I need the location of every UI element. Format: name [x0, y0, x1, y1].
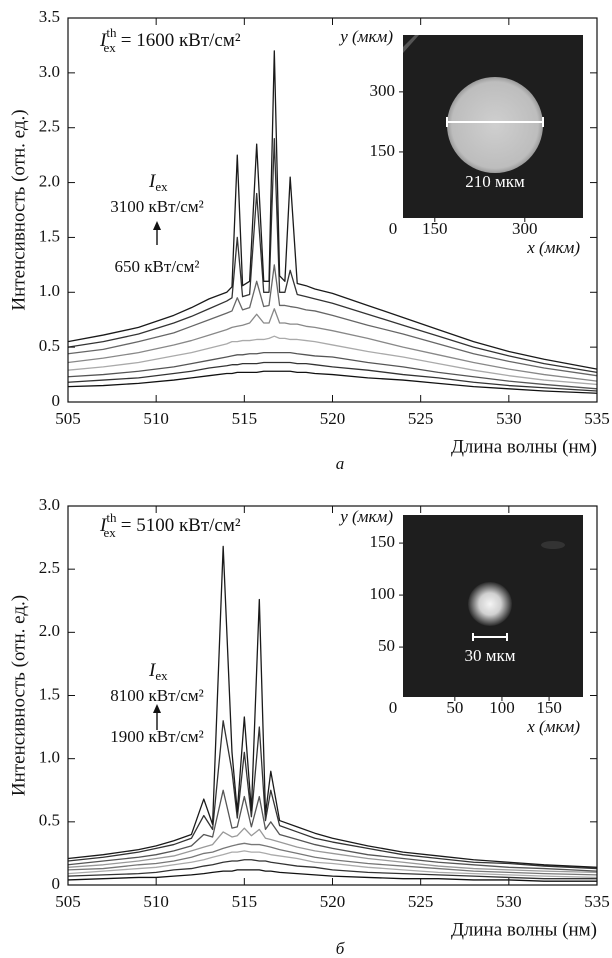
spectrum-line — [67, 859, 597, 880]
symbol: I — [148, 171, 157, 192]
annotation-symbol: Iex — [148, 660, 168, 683]
threshold-text: = 1600 кВт/см² — [121, 30, 241, 51]
panel-label: а — [336, 454, 345, 473]
x-tick-label: 515 — [232, 892, 258, 911]
spot — [447, 77, 543, 173]
subscript: ex — [103, 40, 116, 55]
spectrum-line — [67, 827, 598, 874]
threshold-text: = 5100 кВт/см² — [121, 515, 241, 536]
y-tick-label: 0 — [52, 874, 61, 893]
inset-origin-label: 0 — [389, 219, 398, 238]
x-tick-label: 535 — [584, 409, 610, 428]
inset-y-tick-label: 300 — [370, 81, 396, 100]
spectrum-line — [67, 335, 598, 386]
y-tick-label: 2.5 — [39, 558, 60, 577]
y-tick-label: 1.0 — [39, 748, 60, 767]
inset-y-tick-label: 100 — [370, 584, 396, 603]
y-tick-label: 1.5 — [39, 226, 60, 245]
inset-x-label: x (мкм) — [526, 717, 580, 736]
y-tick-label: 1.0 — [39, 281, 60, 300]
inset-y-label: y (мкм) — [338, 27, 393, 46]
spectrum-line — [67, 361, 598, 392]
inset-x-tick-label: 150 — [536, 698, 562, 717]
spectrum-line — [67, 264, 598, 377]
symbol: I — [99, 30, 108, 51]
y-tick-label: 2.0 — [39, 171, 60, 190]
spectrum-line — [67, 50, 598, 370]
superscript: th — [106, 25, 117, 40]
inset-x-label: x (мкм) — [526, 238, 580, 257]
annotation-upper: 8100 кВт/см² — [110, 686, 203, 705]
inset-x-tick-label: 150 — [422, 219, 448, 238]
x-tick-label: 510 — [143, 892, 169, 911]
inset-y-label: y (мкм) — [338, 507, 393, 526]
x-tick-label: 510 — [143, 409, 169, 428]
subscript: ex — [103, 525, 116, 540]
arrow-head — [153, 221, 161, 230]
inset-y-tick-label: 150 — [370, 532, 396, 551]
x-tick-label: 525 — [408, 892, 434, 911]
spectrum-line — [67, 370, 598, 394]
x-tick-label: 530 — [496, 409, 522, 428]
annotation-upper: 3100 кВт/см² — [110, 197, 203, 216]
y-tick-label: 0.5 — [39, 336, 60, 355]
y-tick-label: 2.5 — [39, 117, 60, 136]
inset-y-tick-label: 50 — [378, 636, 395, 655]
x-axis-label: Длина волны (нм) — [451, 919, 597, 940]
panel-label: б — [336, 939, 345, 958]
scale-label: 30 мкм — [464, 646, 515, 665]
y-tick-label: 2.0 — [39, 621, 60, 640]
arrow-head — [153, 704, 161, 713]
y-tick-label: 1.5 — [39, 684, 60, 703]
inset-origin-label: 0 — [389, 698, 398, 717]
x-tick-label: 505 — [55, 892, 81, 911]
inset-x-tick-label: 50 — [446, 698, 463, 717]
y-axis-label: Интенсивность (отн. ед.) — [8, 109, 29, 310]
x-tick-label: 525 — [408, 409, 434, 428]
x-tick-label: 535 — [584, 892, 610, 911]
superscript: th — [106, 510, 117, 525]
annotation-lower: 650 кВт/см² — [115, 257, 200, 276]
subscript: ex — [155, 668, 168, 683]
y-tick-label: 0 — [52, 391, 61, 410]
spectrum-line — [67, 351, 598, 390]
y-axis-label: Интенсивность (отн. ед.) — [8, 595, 29, 796]
symbol: I — [148, 660, 157, 681]
spectrum-line — [67, 138, 598, 374]
annotation-symbol: Iex — [148, 171, 168, 194]
annotation-lower: 1900 кВт/см² — [110, 727, 203, 746]
faint-spot — [541, 541, 565, 549]
spectrum-line — [67, 720, 598, 870]
y-tick-label: 3.5 — [39, 7, 60, 26]
x-tick-label: 515 — [232, 409, 258, 428]
scale-label: 210 мкм — [465, 172, 525, 191]
x-tick-label: 505 — [55, 409, 81, 428]
spectrum-line — [67, 308, 598, 382]
inset-x-tick-label: 300 — [512, 219, 538, 238]
spectrum-line — [67, 842, 598, 876]
spectrum-line — [67, 789, 598, 872]
inset-x-tick-label: 100 — [489, 698, 515, 717]
spot — [468, 582, 512, 626]
spectrum-line — [67, 850, 598, 879]
symbol: I — [99, 515, 108, 536]
threshold-label: Ith ex = 1600 кВт/см² — [99, 25, 241, 55]
x-axis-label: Длина волны (нм) — [451, 436, 597, 457]
y-tick-label: 0.5 — [39, 811, 60, 830]
y-tick-label: 3.0 — [39, 495, 60, 514]
spectrum-line — [67, 869, 597, 882]
x-tick-label: 520 — [320, 892, 346, 911]
threshold-label: Ith ex = 5100 кВт/см² — [99, 510, 241, 540]
inset-y-tick-label: 150 — [370, 141, 396, 160]
subscript: ex — [155, 179, 168, 194]
corner-glow — [403, 35, 419, 53]
x-tick-label: 530 — [496, 892, 522, 911]
x-tick-label: 520 — [320, 409, 346, 428]
y-tick-label: 3.0 — [39, 62, 60, 81]
spectrum-line — [67, 545, 598, 868]
